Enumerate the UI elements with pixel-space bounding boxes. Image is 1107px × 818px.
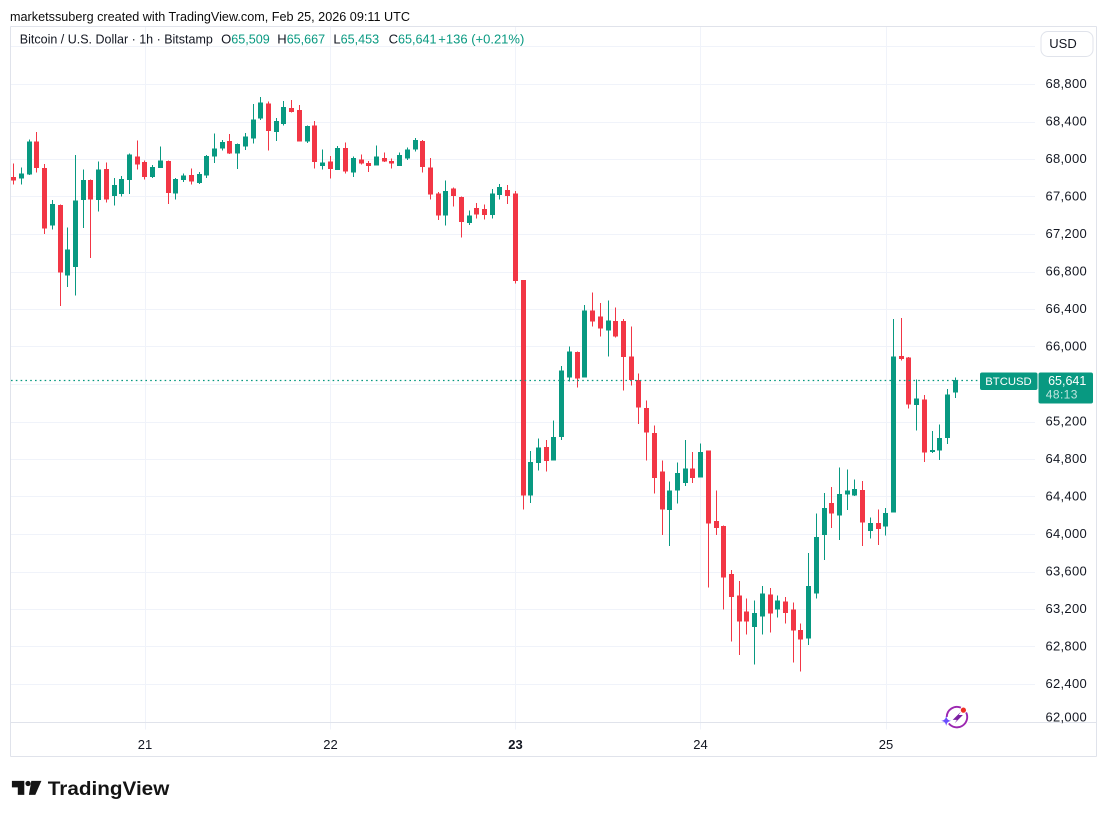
- svg-text:64,400: 64,400: [1045, 489, 1087, 504]
- svg-text:66,000: 66,000: [1045, 339, 1087, 354]
- svg-text:62,000: 62,000: [1045, 710, 1087, 725]
- svg-text:48:13: 48:13: [1046, 388, 1078, 402]
- svg-text:24: 24: [693, 737, 707, 752]
- svg-text:Bitcoin / U.S. Dollar · 1h · B: Bitcoin / U.S. Dollar · 1h · Bitstamp: [20, 32, 213, 47]
- svg-text:63,600: 63,600: [1045, 564, 1087, 579]
- svg-text:22: 22: [323, 737, 337, 752]
- svg-text:68,000: 68,000: [1045, 151, 1087, 166]
- svg-text:68,400: 68,400: [1045, 114, 1087, 129]
- svg-text:+136 (+0.21%): +136 (+0.21%): [438, 32, 524, 47]
- svg-text:L65,453: L65,453: [333, 32, 379, 47]
- svg-text:64,000: 64,000: [1045, 526, 1087, 541]
- svg-text:BTCUSD: BTCUSD: [985, 376, 1031, 388]
- svg-text:65,641: 65,641: [1048, 374, 1086, 388]
- svg-text:67,600: 67,600: [1045, 189, 1087, 204]
- svg-text:62,800: 62,800: [1045, 639, 1087, 654]
- svg-text:C65,641: C65,641: [389, 32, 437, 47]
- svg-text:21: 21: [138, 737, 152, 752]
- svg-text:USD: USD: [1049, 36, 1076, 51]
- svg-text:64,800: 64,800: [1045, 451, 1087, 466]
- svg-text:66,800: 66,800: [1045, 264, 1087, 279]
- svg-text:66,400: 66,400: [1045, 301, 1087, 316]
- svg-text:TradingView: TradingView: [48, 778, 170, 800]
- svg-text:H65,667: H65,667: [277, 32, 325, 47]
- svg-text:25: 25: [879, 737, 893, 752]
- svg-text:marketssuberg created with Tra: marketssuberg created with TradingView.c…: [10, 9, 410, 24]
- svg-text:65,200: 65,200: [1045, 414, 1087, 429]
- svg-text:62,400: 62,400: [1045, 676, 1087, 691]
- svg-text:68,800: 68,800: [1045, 76, 1087, 91]
- svg-text:O65,509: O65,509: [221, 32, 270, 47]
- svg-text:67,200: 67,200: [1045, 226, 1087, 241]
- svg-text:23: 23: [508, 737, 522, 752]
- svg-text:63,200: 63,200: [1045, 601, 1087, 616]
